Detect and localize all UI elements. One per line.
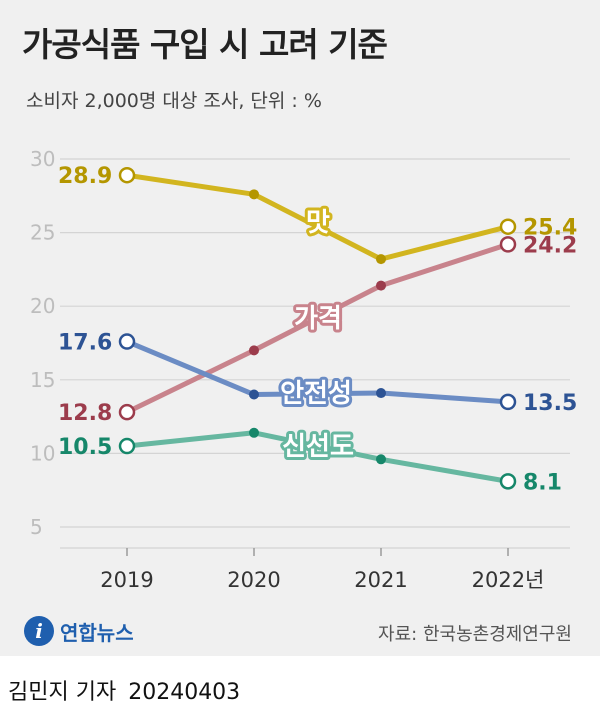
logo-badge-icon: i [24, 616, 54, 646]
data-point [499, 218, 517, 235]
x-tick-label: 2019 [100, 568, 153, 592]
data-point [118, 437, 136, 455]
y-tick-label: 5 [30, 515, 43, 539]
series-name-label: 가격 [294, 304, 342, 334]
x-tick-label: 2021 [354, 568, 407, 592]
y-tick-label: 30 [30, 147, 55, 171]
series-name-label: 신선도 [282, 432, 354, 462]
date: 20240403 [128, 680, 241, 705]
data-label: 17.6 [58, 331, 112, 356]
data-point [376, 454, 386, 465]
chart-title: 가공식품 구입 시 고려 기준 [22, 25, 388, 64]
data-point [499, 236, 517, 253]
data-point [118, 403, 136, 421]
x-tick-label: 2022년 [472, 568, 545, 592]
series-line [126, 172, 509, 262]
logo-text: 연합뉴스 [60, 620, 134, 645]
y-tick-label: 10 [30, 441, 55, 465]
data-label: 28.9 [58, 164, 112, 189]
y-tick-label: 20 [30, 294, 55, 318]
chart-card: 가공식품 구입 시 고려 기준 소비자 2,000명 대상 조사, 단위 : %… [0, 0, 600, 656]
footer: 김민지 기자 20240403 [8, 674, 240, 706]
series-name-label: 맛 [306, 208, 330, 238]
data-point [118, 166, 136, 184]
data-point [376, 388, 386, 399]
series-line [126, 339, 509, 405]
y-tick-label: 15 [30, 368, 55, 392]
data-point [499, 393, 517, 411]
data-label: 25.4 [523, 216, 577, 241]
line-chart: 5 10 15 20 25 30 2019 2020 2021 2022년 28.9 25.4 맛 12.… [30, 147, 577, 592]
data-label: 10.5 [58, 435, 112, 460]
data-point [499, 473, 517, 490]
data-label: 13.5 [523, 391, 577, 416]
data-label: 12.8 [58, 401, 112, 426]
data-point [249, 189, 259, 200]
data-label: 24.2 [523, 233, 577, 258]
data-label: 8.1 [523, 470, 562, 495]
author: 김민지 기자 [8, 680, 117, 705]
source-note: 자료: 한국농촌경제연구원 [378, 624, 572, 645]
series-line [126, 430, 509, 484]
series-line [125, 241, 509, 415]
data-point [249, 427, 259, 438]
data-point [376, 280, 386, 291]
series-name-label: 안전성 [280, 379, 352, 409]
yonhap-logo: i 연합뉴스 [24, 614, 134, 648]
y-tick-label: 25 [30, 221, 55, 245]
x-tick-label: 2020 [227, 568, 280, 592]
data-point [249, 389, 259, 400]
data-point [118, 333, 136, 350]
chart-subtitle: 소비자 2,000명 대상 조사, 단위 : % [26, 90, 322, 112]
data-point [376, 254, 386, 265]
data-point [249, 345, 259, 356]
